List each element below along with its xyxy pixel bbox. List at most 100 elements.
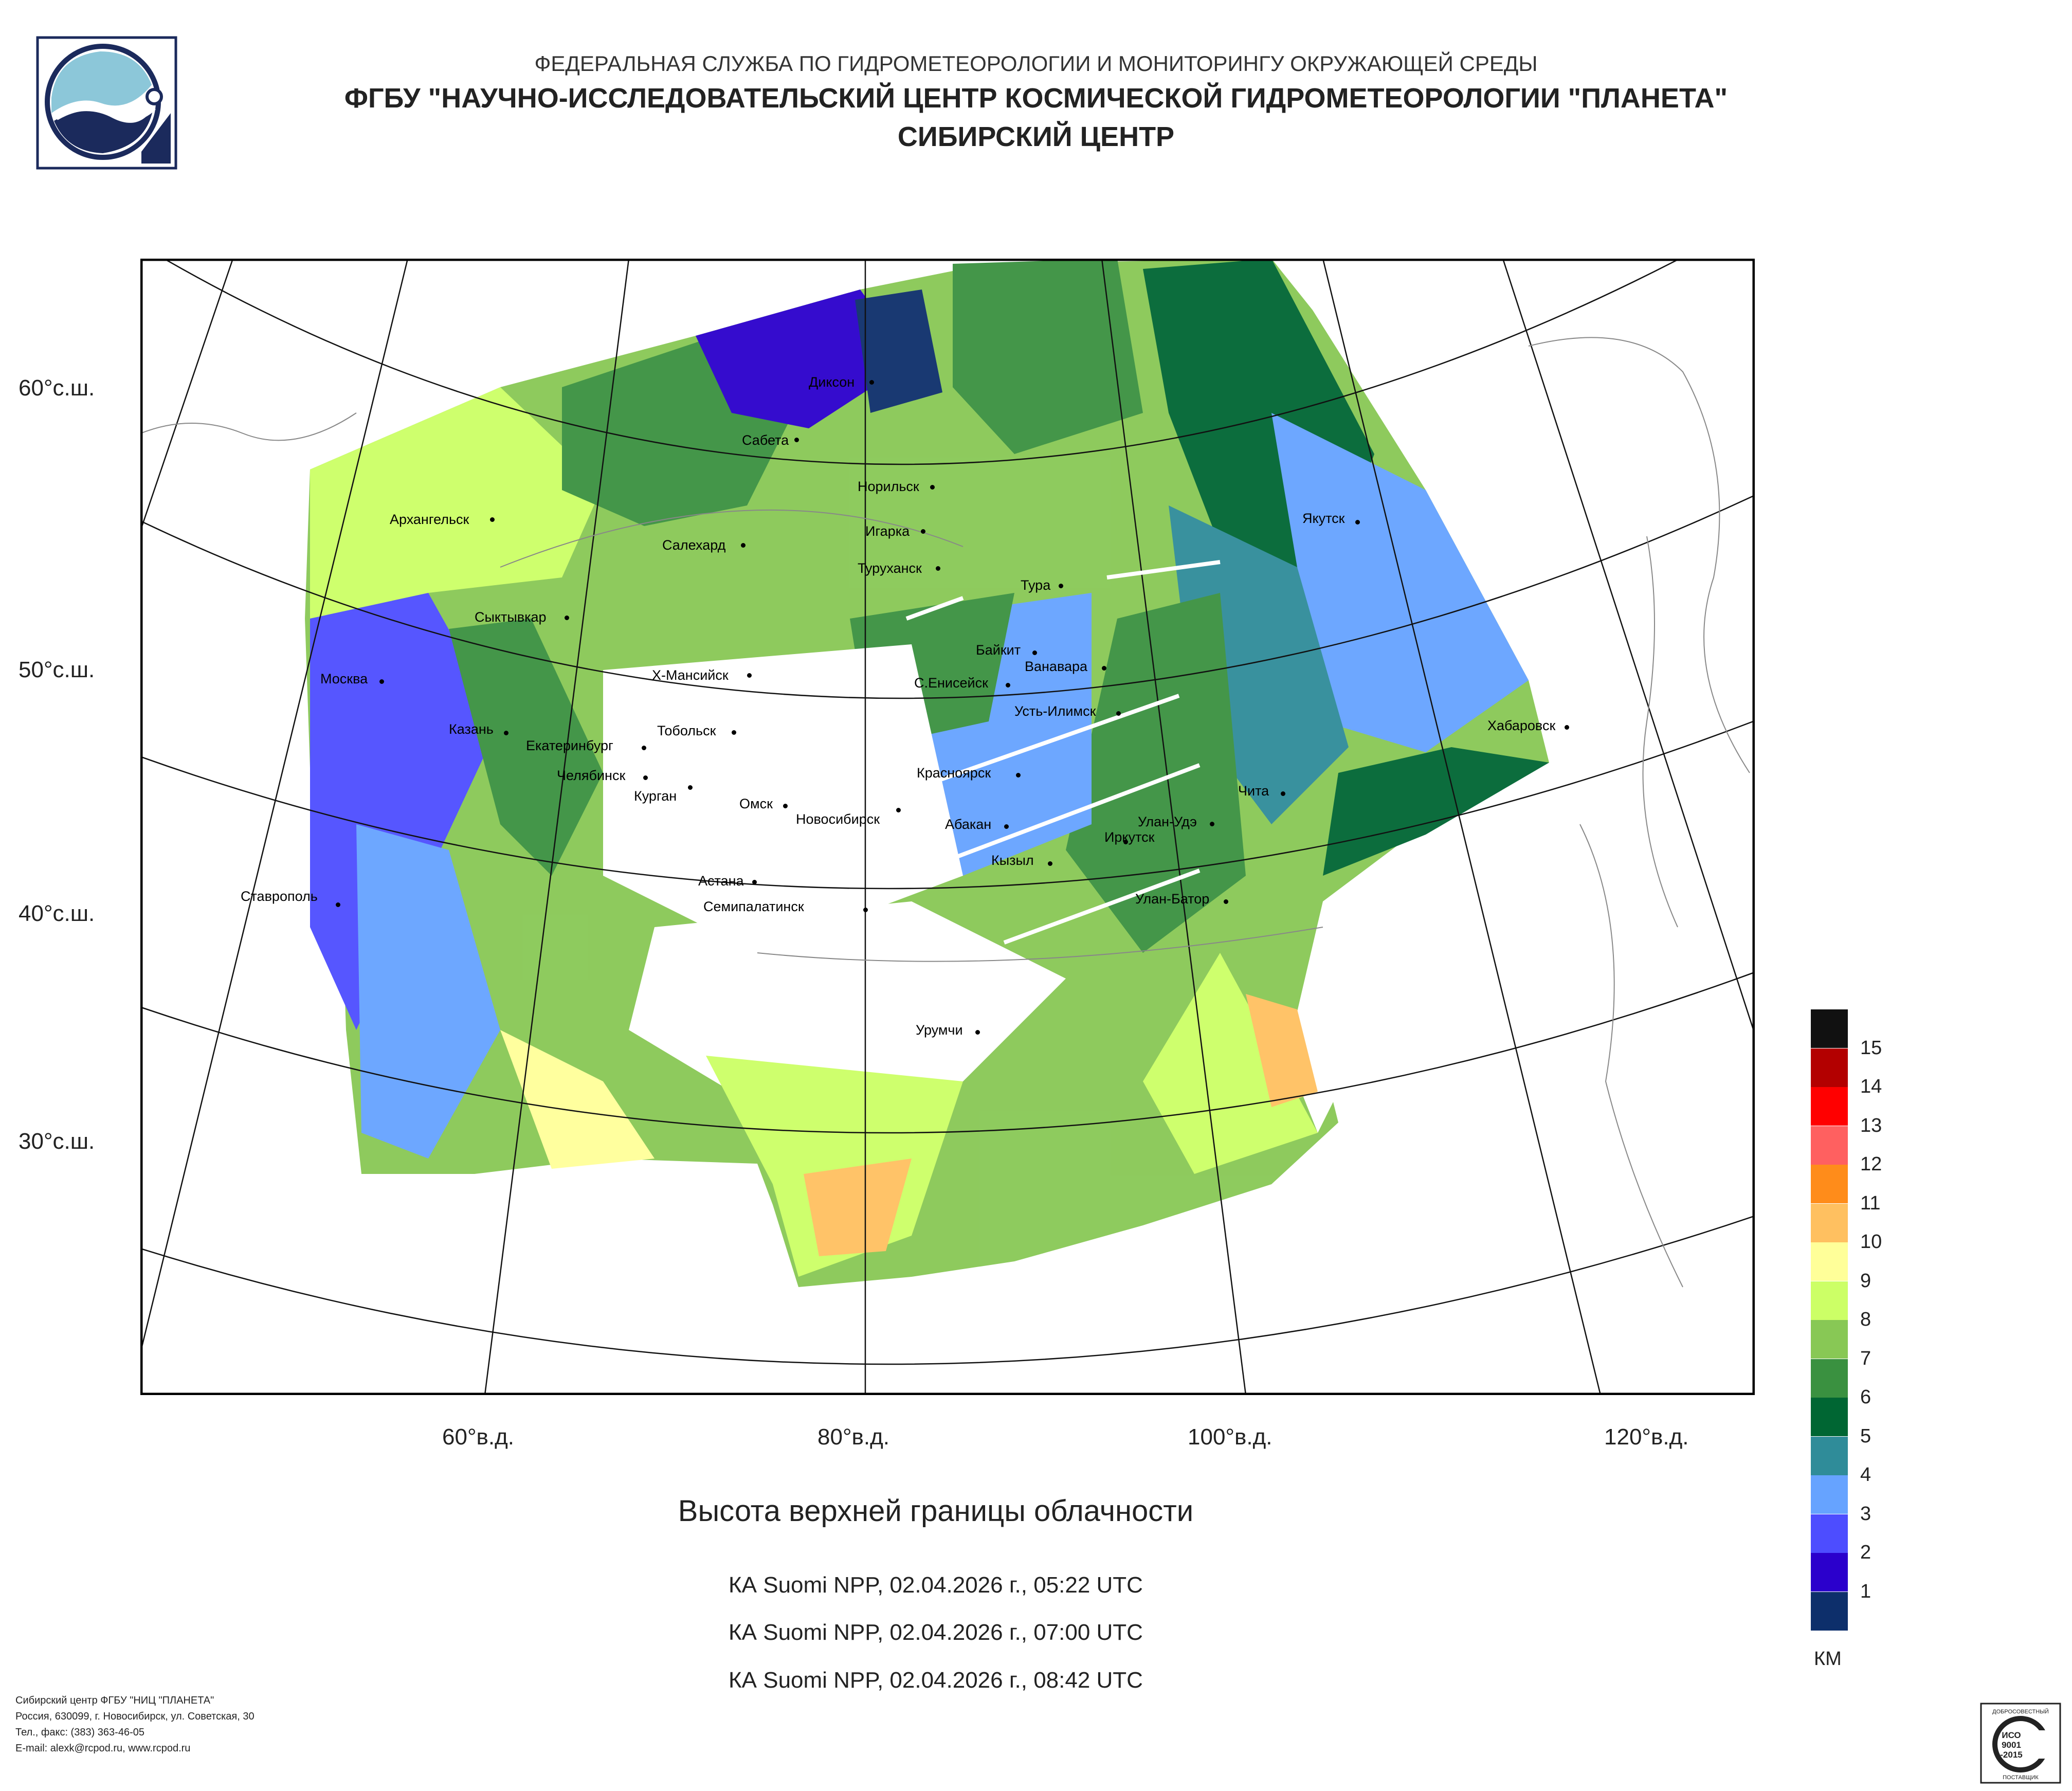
- city-turukhansk: Туруханск: [858, 560, 922, 576]
- city-dot: [504, 731, 508, 735]
- city-norilsk: Норильск: [858, 479, 919, 494]
- header-institute: ФГБУ "НАУЧНО-ИССЛЕДОВАТЕЛЬСКИЙ ЦЕНТР КОС…: [344, 83, 1728, 114]
- city-dot: [565, 616, 569, 620]
- city-dot: [1281, 791, 1285, 796]
- legend-label: 12: [1860, 1153, 1882, 1175]
- city-dot: [1016, 773, 1021, 777]
- parallels: [140, 259, 1755, 1365]
- legend-swatch: [1811, 1165, 1848, 1203]
- city-baykit: Байкит: [976, 642, 1021, 658]
- cert-9001: 9001: [2002, 1740, 2021, 1750]
- cert-top-text: ДОБРОСОВЕСТНЫЙ: [1992, 1708, 2049, 1715]
- pass-1: КА Suomi NPP, 02.04.2026 г., 05:22 UTC: [729, 1572, 1143, 1598]
- legend-swatch: [1811, 1514, 1848, 1553]
- legend-swatch: [1811, 1591, 1848, 1631]
- city-dot: [1059, 584, 1063, 588]
- footer-email: E-mail: alexk@rcpod.ru, www.rcpod.ru: [15, 1743, 191, 1754]
- city-dot: [921, 529, 925, 534]
- city-dot: [336, 902, 340, 907]
- city-abakan: Абакан: [945, 817, 992, 832]
- city-dot: [1004, 824, 1009, 829]
- city-dot: [1102, 666, 1106, 671]
- city-dot: [732, 730, 736, 735]
- city-sabeta: Сабета: [742, 432, 789, 448]
- cloud-swath: [305, 259, 1549, 1287]
- pass-2: КА Suomi NPP, 02.04.2026 г., 07:00 UTC: [729, 1620, 1143, 1645]
- footer-address: Россия, 630099, г. Новосибирск, ул. Сове…: [15, 1711, 255, 1722]
- iso-certificate-badge: ДОБРОСОВЕСТНЫЙ ИСО 9001 -2015 ПОСТАВЩИК: [1979, 1702, 2062, 1784]
- city-ulan-bator: Улан-Батор: [1135, 891, 1210, 907]
- city-dot: [490, 517, 495, 522]
- city-dot: [1116, 711, 1121, 716]
- city-chita: Чита: [1238, 783, 1269, 799]
- footer-phone: Тел., факс: (383) 363-46-05: [15, 1727, 144, 1738]
- cert-iso: ИСО: [2002, 1730, 2021, 1740]
- city-dot: [783, 804, 788, 808]
- legend-swatch: [1811, 1048, 1848, 1087]
- lat-label-50: 50°с.ш.: [19, 657, 95, 682]
- city-dot: [1032, 650, 1037, 655]
- city-chelyabinsk: Челябинск: [557, 768, 626, 783]
- city-novosibirsk: Новосибирск: [796, 811, 880, 827]
- city-dot: [741, 543, 746, 548]
- legend-swatch: [1811, 1203, 1848, 1242]
- legend-swatch: [1811, 1320, 1848, 1359]
- lat-label-30: 30°с.ш.: [19, 1129, 95, 1154]
- cloud-top-height-map: Диксон Сабета Норильск Игарка Туруханск …: [140, 258, 1755, 1396]
- legend-label: 8: [1860, 1309, 1871, 1330]
- legend-swatch: [1811, 1553, 1848, 1591]
- lat-label-60: 60°с.ш.: [19, 375, 95, 401]
- legend-label: 4: [1860, 1464, 1871, 1486]
- city-salekhard: Салехард: [662, 537, 726, 553]
- city-dot: [975, 1030, 980, 1035]
- legend-unit: КМ: [1814, 1648, 1842, 1670]
- legend-swatch: [1811, 1281, 1848, 1320]
- city-dot: [1210, 822, 1214, 826]
- city-kurgan: Курган: [634, 788, 677, 804]
- city-kyzyl: Кызыл: [991, 853, 1034, 868]
- legend-label: 3: [1860, 1503, 1871, 1525]
- header-agency: ФЕДЕРАЛЬНАЯ СЛУЖБА ПО ГИДРОМЕТЕОРОЛОГИИ …: [534, 51, 1538, 76]
- city-syktyvkar: Сыктывкар: [475, 609, 547, 625]
- city-astana: Астана: [698, 873, 744, 889]
- scan-gaps: [900, 560, 1221, 945]
- city-tura: Тура: [1021, 577, 1051, 593]
- city-tobolsk: Тобольск: [657, 723, 716, 738]
- legend-swatch: [1811, 1475, 1848, 1514]
- legend-swatch: [1811, 1126, 1848, 1165]
- lat-label-40: 40°с.ш.: [19, 901, 95, 926]
- footer-org: Сибирский центр ФГБУ "НИЦ "ПЛАНЕТА": [15, 1695, 214, 1706]
- city-urumqi: Урумчи: [916, 1022, 963, 1038]
- lon-label-120: 120°в.д.: [1604, 1424, 1689, 1450]
- legend-swatch: [1811, 1436, 1848, 1475]
- city-khanty-mansiysk: Х-Мансийск: [652, 667, 729, 683]
- legend-label: 14: [1860, 1076, 1882, 1097]
- city-dot: [1565, 725, 1569, 730]
- legend-swatch: [1811, 1398, 1848, 1436]
- legend-label: 1: [1860, 1580, 1871, 1602]
- city-igarka: Игарка: [865, 523, 910, 539]
- city-dot: [1048, 861, 1052, 866]
- city-dot: [688, 785, 693, 790]
- city-stavropol: Ставрополь: [241, 889, 318, 904]
- footer-contacts: Сибирский центр ФГБУ "НИЦ "ПЛАНЕТА" Росс…: [15, 1693, 255, 1757]
- city-yakutsk: Якутск: [1302, 511, 1345, 526]
- lon-label-60: 60°в.д.: [442, 1424, 515, 1450]
- legend-swatch: [1811, 1009, 1848, 1048]
- planeta-logo: [36, 36, 177, 170]
- lon-label-100: 100°в.д.: [1188, 1424, 1273, 1450]
- city-semipalatinsk: Семипалатинск: [703, 899, 804, 914]
- cert-bottom-text: ПОСТАВЩИК: [2003, 1775, 2039, 1781]
- city-ulan-ude: Улан-Удэ: [1138, 814, 1197, 829]
- meridians: [140, 259, 1755, 1395]
- city-irkutsk: Иркутск: [1104, 829, 1155, 845]
- city-khabarovsk: Хабаровск: [1487, 718, 1556, 733]
- legend-label: 6: [1860, 1386, 1871, 1408]
- lon-label-80: 80°в.д.: [817, 1424, 890, 1450]
- city-vanavara: Ванавара: [1025, 659, 1088, 674]
- city-omsk: Омск: [739, 796, 773, 811]
- city-dot: [1123, 840, 1128, 844]
- city-dot: [1224, 899, 1228, 904]
- city-moscow: Москва: [320, 671, 368, 686]
- legend-label: 10: [1860, 1231, 1882, 1253]
